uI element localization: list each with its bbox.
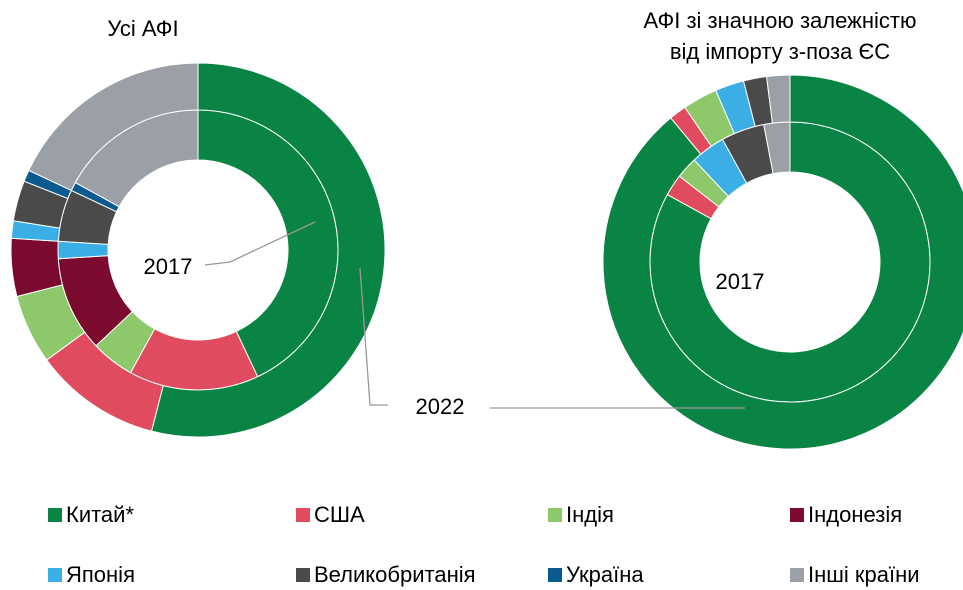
legend-swatch [296,508,310,522]
legend-label: Великобританія [314,562,476,587]
legend-swatch [790,508,804,522]
legend-swatch [48,568,62,582]
ring-label: 2017 [144,254,193,279]
donut-slice [602,74,963,450]
legend-label: Індонезія [808,502,902,527]
ring-label: 2022 [416,394,465,419]
donut-slice [150,62,386,438]
legend-label: Китай* [66,502,134,527]
legend-swatch [548,508,562,522]
leader-line [204,221,316,266]
donut [10,62,386,438]
legend-swatch [296,568,310,582]
legend-swatch [548,568,562,582]
legend-label: Україна [566,562,644,587]
donut [602,74,963,450]
legend-swatch [790,568,804,582]
legend-label: Індія [566,502,614,527]
chart-title: АФІ зі значною залежністю [644,8,917,33]
ring-label: 2017 [716,269,765,294]
legend-label: Японія [66,562,135,587]
donut-slice [766,74,791,124]
legend-label: США [314,502,365,527]
chart-title: від імпорту з-поза ЄС [670,39,890,64]
legend-label: Інші країни [808,562,920,587]
chart-title: Усі АФІ [107,16,178,41]
legend-swatch [48,508,62,522]
donut-slice [28,62,199,192]
leader-line [359,267,388,406]
